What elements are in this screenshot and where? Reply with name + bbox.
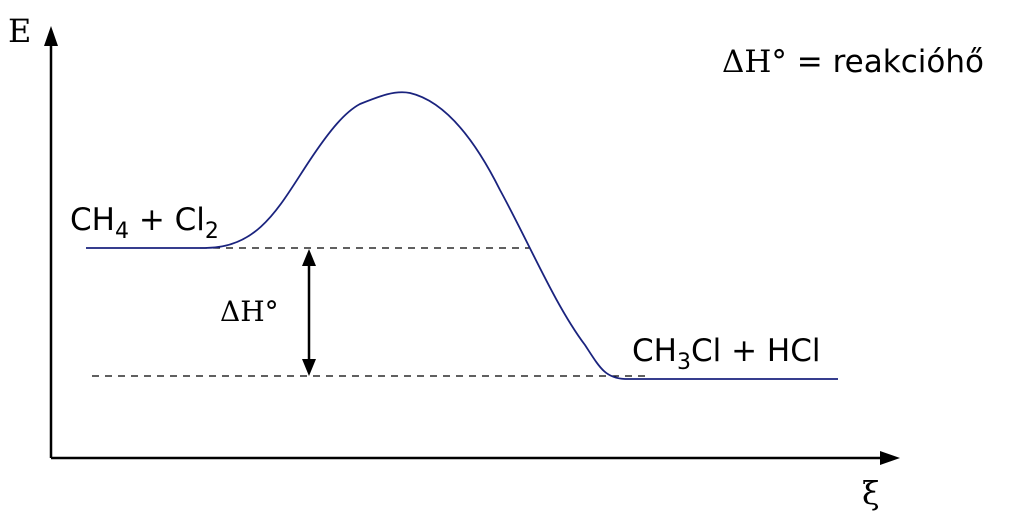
legend-meaning: reakcióhő [833,44,984,80]
products-sub1: 3 [677,350,691,375]
legend-note: ΔH° = reakcióhő [722,44,984,80]
y-axis-arrowhead [44,26,58,46]
y-axis-label: E [8,12,31,50]
reactants-part2: + Cl [129,202,205,238]
legend-equals: = [787,44,833,80]
energy-curve [86,91,838,380]
delta-h-label: ΔH° [220,295,279,328]
legend-symbol: ΔH° [722,44,787,80]
delta-h-arrowhead-down [302,359,316,376]
reactants-sub2: 2 [205,219,219,244]
products-part2: Cl + HCl [691,333,821,369]
products-label: CH3Cl + HCl [632,333,820,375]
x-axis-label: ξ [862,474,880,512]
delta-h-arrowhead-up [302,249,316,266]
reactants-part1: CH [70,202,115,238]
reactants-label: CH4 + Cl2 [70,202,219,244]
reactants-sub1: 4 [115,219,129,244]
products-part1: CH [632,333,677,369]
x-axis-arrowhead [880,451,900,465]
